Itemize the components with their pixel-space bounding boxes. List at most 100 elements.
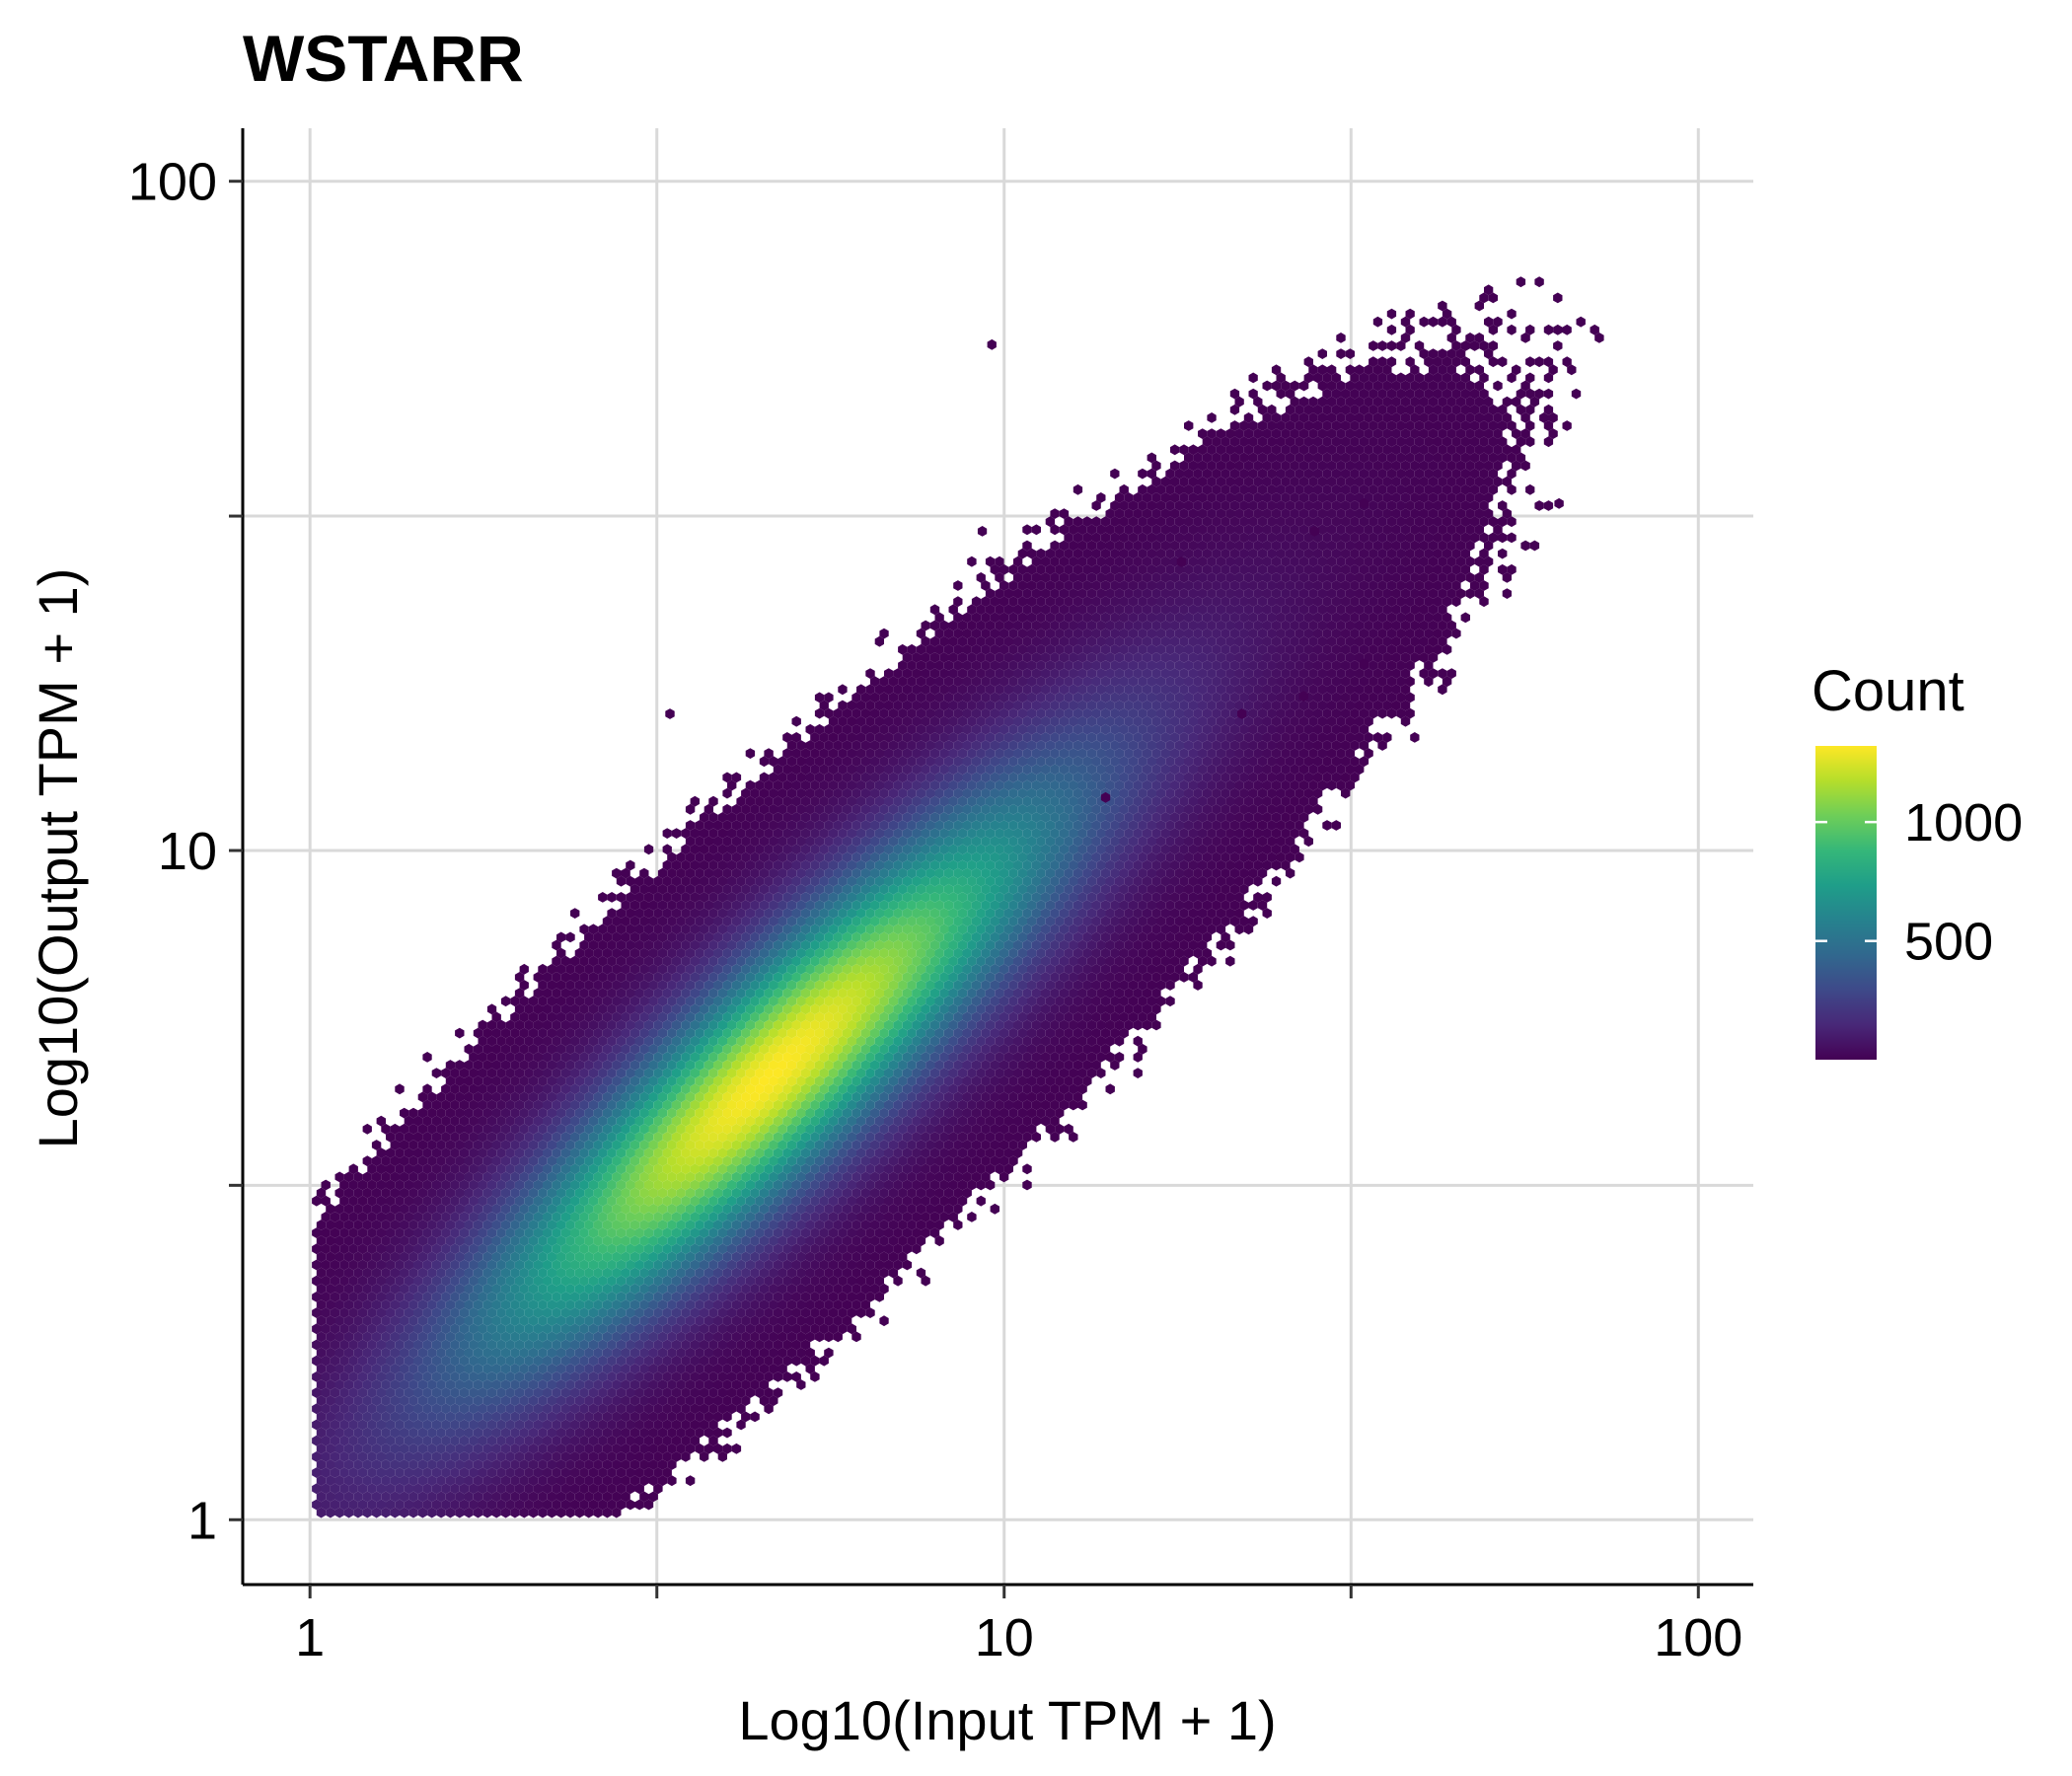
- hex-cell: [741, 1155, 751, 1167]
- hex-cell: [598, 1227, 608, 1238]
- hex-cell: [478, 1275, 487, 1287]
- hex-cell: [657, 1155, 668, 1167]
- hex-cell: [367, 1227, 377, 1238]
- hex-cell: [612, 1155, 622, 1167]
- hex-cell: [450, 1243, 460, 1255]
- hex-cell: [400, 1171, 409, 1183]
- hex-cell: [957, 1163, 968, 1175]
- hex-cell: [510, 1475, 520, 1487]
- hex-cell: [602, 1395, 613, 1407]
- hex-cell: [764, 1275, 774, 1287]
- hex-cell: [805, 1220, 815, 1230]
- hex-cell: [722, 1299, 732, 1310]
- hex-cell: [543, 1387, 553, 1398]
- hex-cell: [459, 1451, 470, 1462]
- hex-cell: [339, 1259, 349, 1271]
- hex-cell: [395, 1147, 405, 1158]
- hex-cell: [713, 1251, 723, 1263]
- hex-cell: [828, 1195, 839, 1207]
- hex-cell: [353, 1171, 363, 1183]
- hex-cell: [759, 1283, 770, 1295]
- hex-cell: [343, 1475, 354, 1487]
- hex-cell: [436, 1331, 446, 1343]
- hex-cell: [653, 1243, 663, 1255]
- hex-cell: [745, 1259, 756, 1271]
- hex-cell: [565, 1171, 575, 1183]
- hex-cell: [612, 1459, 622, 1470]
- hex-cell: [436, 1267, 446, 1279]
- hex-cell: [634, 1243, 644, 1255]
- hex-cell: [404, 1212, 413, 1222]
- hex-cell: [441, 1355, 451, 1367]
- hex-cell: [700, 1179, 709, 1191]
- hex-cell: [469, 1355, 479, 1367]
- hex-cell: [469, 1499, 479, 1511]
- hex-cell: [552, 1387, 561, 1398]
- hex-cell: [570, 1147, 580, 1158]
- hex-cell: [634, 1355, 644, 1367]
- hex-cell: [459, 1227, 470, 1238]
- hex-cell: [616, 1435, 627, 1446]
- hex-cell: [695, 1379, 704, 1390]
- hex-cell: [713, 1283, 723, 1295]
- hex-cell: [427, 1235, 437, 1247]
- hex-cell: [436, 1235, 446, 1247]
- hex-cell: [478, 1212, 487, 1222]
- hex-cell: [929, 1179, 940, 1191]
- hex-cell: [413, 1403, 423, 1415]
- hex-cell: [427, 1299, 437, 1310]
- hex-cell: [543, 1163, 553, 1175]
- hex-cell: [700, 1355, 709, 1367]
- hex-cell: [316, 1395, 327, 1407]
- hex-cell: [685, 1347, 696, 1359]
- hex-cell: [343, 1251, 354, 1263]
- hex-cell: [473, 1267, 483, 1279]
- hex-cell: [602, 1443, 613, 1454]
- hex-cell: [700, 1259, 709, 1271]
- hex-cell: [381, 1427, 391, 1439]
- hex-cell: [500, 1379, 511, 1390]
- hex-cell: [371, 1443, 382, 1454]
- hex-cell: [386, 1339, 396, 1351]
- hex-cell: [810, 1371, 820, 1382]
- hex-cell: [431, 1339, 442, 1351]
- hex-cell: [722, 1427, 732, 1439]
- hex-cell: [782, 1179, 792, 1191]
- hex-cell: [700, 1163, 709, 1175]
- hex-cell: [505, 1292, 515, 1302]
- hex-cell: [713, 1315, 723, 1327]
- hex-cell: [612, 1203, 622, 1215]
- hex-cell: [755, 1227, 765, 1238]
- hex-cell: [519, 1187, 529, 1199]
- hex-cell: [713, 1347, 723, 1359]
- hex-cell: [579, 1451, 589, 1462]
- hex-cell: [598, 1275, 608, 1287]
- hex-cell: [612, 1299, 622, 1310]
- hex-cell: [657, 1283, 668, 1295]
- hex-cell: [473, 1235, 483, 1247]
- hex-cell: [510, 1491, 520, 1503]
- hex-cell: [588, 1292, 599, 1302]
- hex-cell: [422, 1227, 432, 1238]
- hex-cell: [376, 1292, 386, 1302]
- hex-cell: [653, 1467, 663, 1478]
- hex-cell: [879, 1283, 889, 1295]
- hex-cell: [643, 1339, 654, 1351]
- hex-cell: [491, 1459, 501, 1470]
- hex-cell: [769, 1235, 778, 1247]
- hex-cell: [607, 1339, 617, 1351]
- hex-cell: [602, 1299, 613, 1310]
- hex-cell: [400, 1427, 409, 1439]
- hex-cell: [593, 1427, 603, 1439]
- hex-cell: [685, 1299, 696, 1310]
- hex-cell: [828, 1179, 839, 1191]
- hex-cell: [422, 1259, 432, 1271]
- hex-cell: [343, 1395, 354, 1407]
- hex-cell: [445, 1331, 456, 1343]
- hex-cell: [408, 1491, 418, 1503]
- hex-cell: [519, 1235, 529, 1247]
- hex-cell: [469, 1483, 479, 1495]
- hex-cell: [888, 1155, 899, 1167]
- hex-cell: [395, 1435, 405, 1446]
- hex-cell: [362, 1203, 372, 1215]
